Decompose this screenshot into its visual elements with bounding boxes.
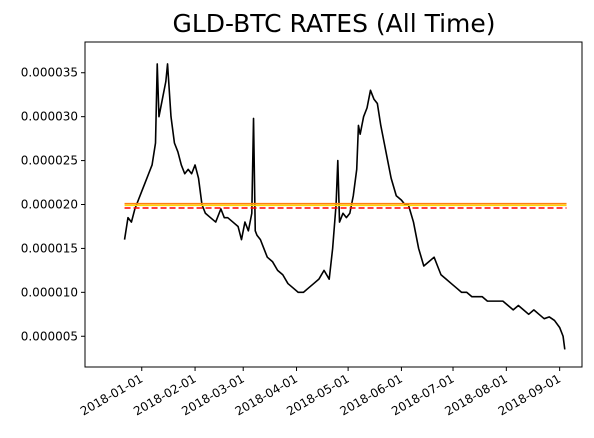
y-tick-label: 0.000005 <box>21 329 78 343</box>
y-tick-label: 0.000020 <box>21 198 78 212</box>
chart-title: GLD-BTC RATES (All Time) <box>172 9 495 38</box>
y-axis: 0.000005 0.000010 0.000015 0.000020 0.000025… <box>21 66 85 343</box>
y-tick-label: 0.000030 <box>21 110 78 124</box>
y-tick-label: 0.000010 <box>21 285 78 299</box>
plot-frame <box>84 41 583 368</box>
plot-area <box>123 63 567 350</box>
y-tick-label: 0.000035 <box>21 66 78 80</box>
series-line-0 <box>123 63 566 350</box>
x-axis: 2018-01-012018-02-012018-03-012018-04-01… <box>78 367 563 418</box>
y-tick-label: 0.000015 <box>21 241 78 255</box>
y-tick-label: 0.000025 <box>21 154 78 168</box>
